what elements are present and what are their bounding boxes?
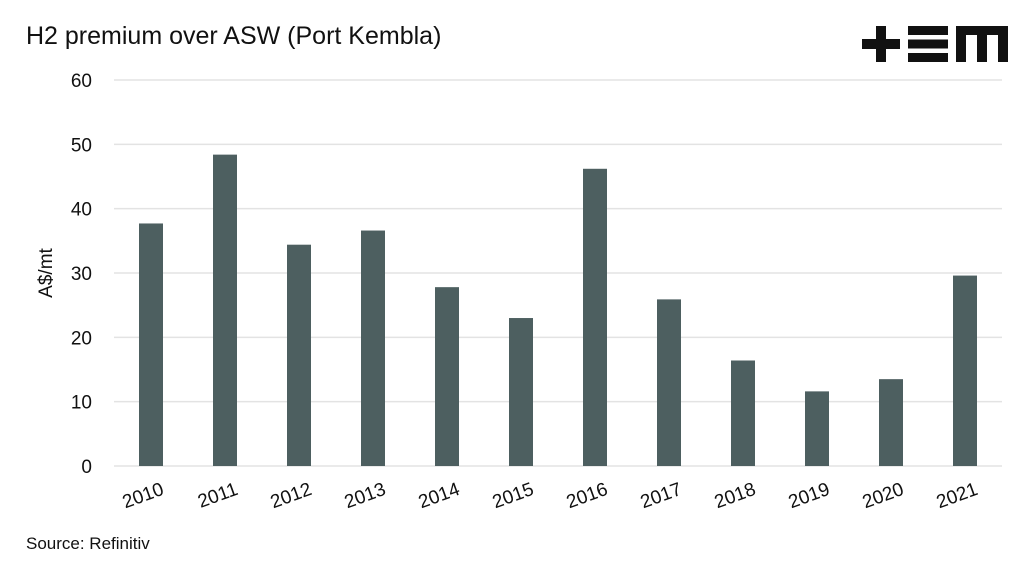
bar-2018: [731, 360, 755, 466]
y-tick-label: 40: [71, 200, 92, 221]
y-tick-label: 20: [71, 328, 92, 349]
tem-logo: [862, 26, 1008, 62]
y-tick-label: 60: [71, 71, 92, 92]
bar-2014: [435, 287, 459, 466]
x-tick-label: 2015: [490, 479, 537, 513]
x-tick-label: 2017: [638, 479, 685, 513]
y-axis-label: A$/mt: [36, 247, 57, 297]
bar-2015: [509, 318, 533, 466]
x-tick-label: 2016: [564, 479, 611, 513]
y-tick-label: 30: [71, 264, 92, 285]
source-note: Source: Refinitiv: [26, 534, 150, 553]
x-tick-label: 2018: [712, 479, 759, 513]
chart-title: H2 premium over ASW (Port Kembla): [26, 22, 442, 50]
bar-2012: [287, 244, 311, 466]
x-tick-label: 2014: [416, 479, 463, 513]
bar-2011: [213, 154, 237, 467]
bar-2010: [139, 223, 163, 466]
y-tick-label: 10: [71, 393, 92, 414]
y-tick-label: 0: [81, 457, 92, 478]
bar-2021: [953, 275, 977, 466]
bar-2016: [583, 168, 607, 466]
bar-2013: [361, 230, 385, 466]
x-tick-label: 2012: [268, 479, 315, 513]
bar-2020: [879, 379, 903, 466]
bar-2019: [805, 391, 829, 466]
x-tick-label: 2020: [860, 479, 907, 513]
x-tick-label: 2021: [934, 479, 981, 513]
x-tick-label: 2010: [120, 479, 167, 513]
x-tick-label: 2011: [195, 479, 241, 513]
x-tick-label: 2019: [786, 479, 833, 513]
x-tick-label: 2013: [342, 479, 389, 513]
bar-2017: [657, 299, 681, 466]
y-tick-label: 50: [71, 135, 92, 156]
